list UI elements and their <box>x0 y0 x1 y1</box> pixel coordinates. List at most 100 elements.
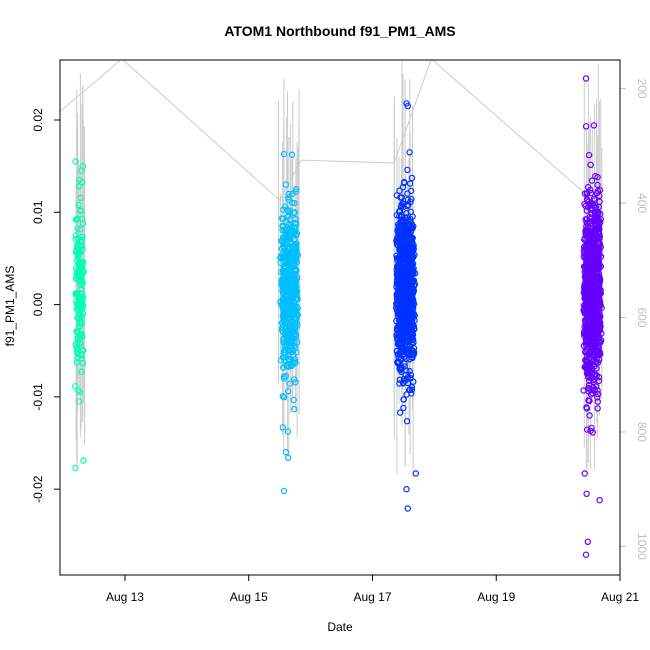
data-point <box>592 296 600 304</box>
data-point <box>406 356 413 363</box>
data-point <box>286 267 294 274</box>
data-point <box>286 380 293 387</box>
data-point <box>586 328 593 336</box>
data-point <box>285 342 292 349</box>
data-point-extreme <box>584 538 592 546</box>
data-point <box>587 427 594 434</box>
data-point-extreme <box>403 486 410 493</box>
data-point-extreme <box>582 551 590 558</box>
data-point <box>594 173 601 181</box>
data-point <box>79 295 86 303</box>
data-point <box>584 322 591 330</box>
data-point-extreme <box>280 150 288 158</box>
data-point <box>401 280 409 287</box>
data-point <box>285 212 292 220</box>
data-point <box>290 396 297 404</box>
data-point-extreme <box>75 201 82 209</box>
data-point <box>596 198 603 205</box>
data-point <box>288 342 295 350</box>
data-point <box>409 317 416 324</box>
data-point <box>291 406 298 413</box>
data-point <box>404 202 411 210</box>
data-point <box>590 122 598 129</box>
data-point <box>72 275 80 282</box>
data-point <box>590 243 598 251</box>
data-point <box>394 221 402 228</box>
data-point <box>76 388 84 396</box>
data-point <box>409 304 417 312</box>
data-point <box>398 300 405 308</box>
data-point <box>590 282 598 289</box>
data-point <box>405 279 413 287</box>
data-point <box>74 253 82 261</box>
data-point <box>406 180 414 187</box>
data-point-extreme <box>279 424 286 431</box>
data-point <box>396 291 403 298</box>
data-point <box>292 379 299 386</box>
data-point <box>587 251 594 258</box>
data-point <box>76 314 83 322</box>
data-point <box>587 189 595 197</box>
data-point <box>393 240 401 248</box>
data-point <box>592 203 600 211</box>
data-point <box>397 319 405 326</box>
data-point-extreme <box>596 497 603 504</box>
data-point <box>278 301 285 308</box>
data-point <box>404 326 411 333</box>
data-point <box>402 294 409 301</box>
data-point <box>292 333 299 341</box>
data-point-extreme <box>404 102 411 110</box>
data-point <box>74 225 81 232</box>
data-point <box>287 305 294 312</box>
data-point <box>585 231 593 238</box>
data-point <box>74 339 81 346</box>
data-point <box>77 311 84 319</box>
data-point <box>410 378 417 385</box>
data-point <box>284 327 291 334</box>
data-point <box>589 307 596 314</box>
data-point <box>406 367 413 375</box>
data-point <box>404 166 411 174</box>
data-point <box>75 310 83 317</box>
data-point <box>76 207 84 214</box>
data-point <box>591 336 598 343</box>
data-point <box>587 202 594 209</box>
data-point <box>595 377 603 385</box>
data-point <box>591 386 599 393</box>
data-point-extreme <box>72 158 79 165</box>
data-point <box>582 123 590 130</box>
data-point <box>587 303 595 310</box>
data-point <box>590 195 598 202</box>
data-point <box>394 234 402 241</box>
data-point <box>594 398 602 405</box>
chart-title: ATOM1 Northbound f91_PM1_AMS <box>224 23 455 39</box>
data-point <box>408 174 416 182</box>
data-point <box>588 329 596 337</box>
data-point <box>292 285 299 292</box>
data-point <box>73 348 81 356</box>
data-point <box>393 192 400 199</box>
data-point <box>595 264 602 272</box>
data-point <box>583 207 591 214</box>
data-point <box>594 187 602 195</box>
data-point <box>591 310 598 318</box>
data-point <box>583 357 590 364</box>
data-point <box>401 178 408 186</box>
data-point-extreme <box>583 490 590 497</box>
data-point-extreme <box>282 181 290 188</box>
data-point <box>582 256 590 263</box>
data-point <box>587 391 595 398</box>
data-point <box>588 265 596 273</box>
data-point <box>581 200 588 208</box>
data-point <box>398 213 405 220</box>
data-point <box>586 397 593 404</box>
data-point <box>396 376 404 383</box>
data-point <box>580 247 588 254</box>
x-tick-label: Aug 15 <box>230 590 268 604</box>
data-point <box>78 179 86 186</box>
data-point <box>73 328 80 335</box>
data-point-extreme <box>406 149 413 156</box>
data-point-extreme <box>412 470 419 477</box>
